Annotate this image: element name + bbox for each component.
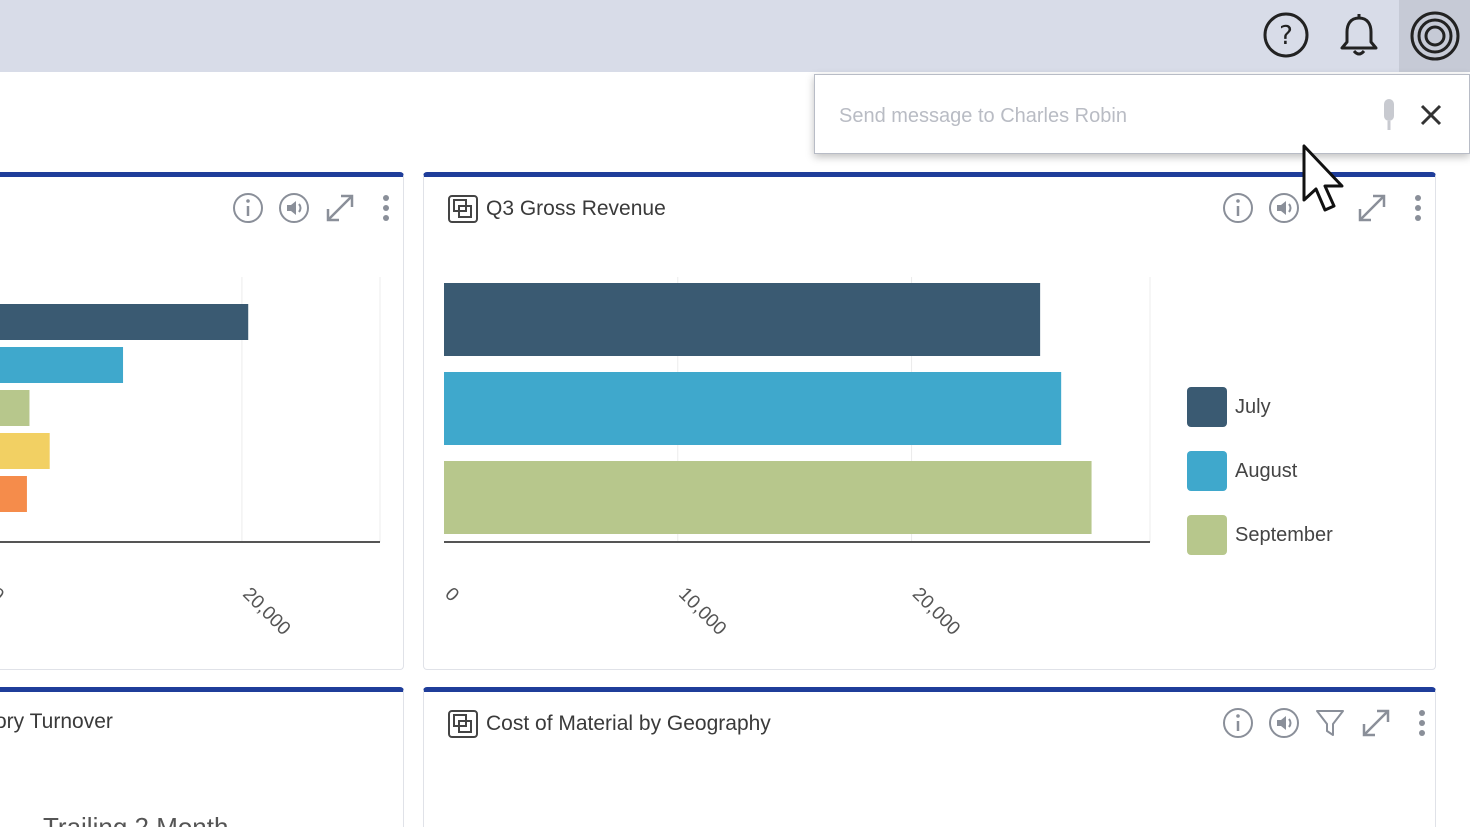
bar <box>444 372 1062 445</box>
bar <box>0 304 249 340</box>
card-title-text: Q3 Gross Revenue <box>486 197 666 220</box>
filter-icon[interactable] <box>1313 706 1347 740</box>
legend-label: July <box>1235 395 1271 418</box>
bar <box>0 433 50 469</box>
legend-label: August <box>1235 459 1298 482</box>
legend-item[interactable]: July <box>1187 387 1333 427</box>
card-subtitle: Trailing 2 Month <box>43 812 229 827</box>
card-title-text: Cost of Material by Geography <box>486 712 771 735</box>
speaker-icon[interactable] <box>1267 706 1301 740</box>
spacer <box>1313 191 1343 225</box>
legend-item[interactable]: September <box>1187 515 1333 555</box>
bell-icon[interactable] <box>1334 10 1384 60</box>
card-title: Cost of Material by Geography <box>448 710 771 738</box>
x-tick-label: 20,000 <box>908 584 964 640</box>
bar <box>444 283 1041 356</box>
expand-icon[interactable] <box>1359 706 1393 740</box>
bar <box>444 461 1092 534</box>
message-popover <box>814 74 1470 154</box>
legend-item[interactable]: August <box>1187 451 1333 491</box>
more-options-icon[interactable] <box>369 191 403 225</box>
card-title-text: ory Turnover <box>0 710 113 733</box>
info-icon[interactable] <box>1221 191 1255 225</box>
bar <box>0 390 30 426</box>
tile-icon <box>448 710 478 738</box>
bar-chart-left: 0 20,000 <box>0 277 381 640</box>
avatar-icon <box>1410 11 1459 61</box>
top-bar: ? <box>0 0 1470 72</box>
expand-icon[interactable] <box>323 191 357 225</box>
x-tick-label: 10,000 <box>674 584 730 640</box>
card-toolbar <box>1221 706 1435 740</box>
legend-swatch <box>1187 451 1227 491</box>
chart-card-inventory-turnover: ory Turnover Trailing 2 Month <box>0 687 404 827</box>
speaker-icon[interactable] <box>1267 191 1301 225</box>
legend-swatch <box>1187 515 1227 555</box>
close-icon[interactable] <box>1413 97 1449 133</box>
bar <box>0 347 124 383</box>
x-tick-label: 0 <box>0 584 8 606</box>
svg-text:?: ? <box>1279 21 1293 51</box>
card-toolbar <box>1221 191 1435 225</box>
expand-icon[interactable] <box>1355 191 1389 225</box>
avatar[interactable] <box>1399 0 1470 72</box>
card-title: Q3 Gross Revenue <box>448 195 666 223</box>
more-options-icon[interactable] <box>1405 706 1435 740</box>
info-icon[interactable] <box>231 191 265 225</box>
x-tick-label: 0 <box>440 584 462 606</box>
legend-label: September <box>1235 523 1333 546</box>
help-icon[interactable]: ? <box>1261 10 1311 60</box>
card-title: ory Turnover <box>0 710 113 734</box>
chart-card-q3-gross-revenue: Q3 Gross Revenue 0 10,000 20,000 July Augu… <box>423 172 1436 670</box>
more-options-icon[interactable] <box>1401 191 1435 225</box>
chart-legend: July August September <box>1187 387 1333 579</box>
card-toolbar <box>231 191 403 225</box>
microphone-icon[interactable] <box>1377 97 1401 133</box>
speaker-icon[interactable] <box>277 191 311 225</box>
message-input[interactable] <box>839 99 1359 133</box>
chart-card-cost-of-material-by-geography: Cost of Material by Geography <box>423 687 1436 827</box>
legend-swatch <box>1187 387 1227 427</box>
bar-chart-q3-gross-revenue: 0 10,000 20,000 <box>440 277 1151 640</box>
chart-card-left: 0 20,000 <box>0 172 404 670</box>
tile-icon <box>448 195 478 223</box>
x-tick-label: 20,000 <box>238 584 294 640</box>
bar <box>0 476 27 512</box>
info-icon[interactable] <box>1221 706 1255 740</box>
